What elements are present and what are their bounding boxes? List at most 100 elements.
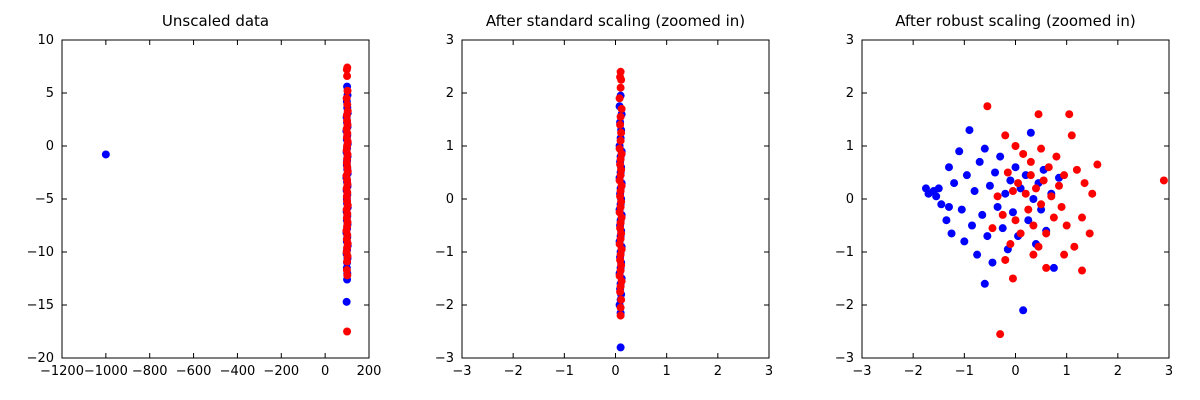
plot-area (862, 40, 1169, 358)
data-point-class-blue (1011, 163, 1020, 172)
data-point-class-red (1014, 179, 1023, 188)
data-point-class-blue (342, 297, 351, 306)
y-tick-label: −20 (27, 351, 54, 366)
data-point-class-blue (970, 187, 979, 196)
data-point-class-red (616, 311, 625, 320)
axes-frame (861, 39, 1170, 359)
data-point-class-red (1021, 189, 1030, 198)
data-point-class-red (1060, 171, 1069, 180)
data-point-class-red (1008, 187, 1017, 196)
axes-frame (461, 39, 770, 359)
x-tick-label: −200 (263, 364, 299, 379)
y-tick-label: 2 (446, 86, 454, 101)
data-point-class-blue (942, 216, 951, 225)
y-tick-label: −15 (27, 298, 54, 313)
x-tick-label: −400 (220, 364, 256, 379)
data-point-class-red (1065, 110, 1074, 119)
data-point-class-blue (1026, 128, 1035, 137)
y-tick-label: −5 (35, 192, 54, 207)
data-point-class-red (996, 330, 1005, 339)
subplot-robust-scaling: After robust scaling (zoomed in) −3 −2 −1 0… (800, 0, 1200, 400)
data-point-class-red (1042, 263, 1051, 272)
data-point-class-blue (993, 202, 1002, 211)
data-point-class-red (342, 65, 351, 74)
x-tick-label: −2 (504, 364, 523, 379)
data-point-class-red (1062, 221, 1071, 230)
data-point-class-blue (975, 157, 984, 166)
data-point-class-red (1019, 149, 1028, 158)
y-tick-label: 3 (446, 33, 454, 48)
y-tick-label: 3 (846, 33, 854, 48)
data-point-class-red (1003, 168, 1012, 177)
data-point-class-red (617, 295, 626, 304)
data-point-class-red (1047, 192, 1056, 201)
y-tick-label: 5 (46, 86, 54, 101)
data-point-class-red (1085, 229, 1094, 238)
data-point-class-red (616, 136, 625, 145)
subplot-standard-scaling: After standard scaling (zoomed in) −3 −2−… (400, 0, 800, 400)
data-point-class-red (343, 257, 352, 266)
data-point-class-red (1011, 142, 1020, 150)
y-tick-label: 10 (37, 33, 54, 48)
data-point-class-red (1026, 157, 1035, 166)
plot-area (62, 40, 369, 358)
plot-title-robust-scaling: After robust scaling (zoomed in) (895, 12, 1136, 30)
y-tick-label: −1 (435, 245, 454, 260)
axes-frame (61, 39, 370, 359)
data-point-class-red (1088, 189, 1097, 198)
data-point-class-blue (937, 200, 946, 209)
data-point-class-blue (983, 232, 992, 241)
x-tick-label: 200 (357, 364, 382, 379)
data-point-class-blue (968, 221, 977, 230)
data-point-class-blue (1029, 195, 1038, 203)
subplot-unscaled: Unscaled data −1200 −1000 −800 −600 −400 −200… (0, 0, 400, 400)
data-point-class-red (617, 104, 626, 113)
data-point-class-blue (950, 179, 959, 188)
data-point-class-blue (978, 210, 987, 219)
unscaled-data-plot: −1200 −1000 −800 −600 −400 −200 0 200 −20 −15 −10 −… (27, 33, 382, 379)
data-point-class-red (1044, 163, 1053, 172)
x-tick-label: −800 (132, 364, 168, 379)
data-point-class-red (1070, 242, 1079, 251)
data-point-class-blue (960, 237, 969, 246)
x-tick-label: −1 (555, 364, 574, 379)
x-tick-label: −600 (176, 364, 212, 379)
data-point-class-red (1037, 144, 1046, 153)
data-point-class-red (1006, 240, 1015, 249)
data-point-class-blue (1001, 189, 1010, 198)
data-point-class-red (343, 271, 352, 280)
data-point-class-red (1016, 229, 1025, 238)
data-point-class-red (343, 100, 352, 109)
data-point-class-blue (996, 152, 1005, 161)
data-point-class-blue (973, 250, 982, 259)
data-point-class-red (1034, 110, 1043, 119)
x-tick-label: 3 (765, 364, 773, 379)
data-point-class-blue (998, 224, 1007, 233)
data-point-class-blue (980, 144, 989, 153)
x-tick-label: 0 (611, 364, 619, 379)
plot-area (462, 40, 769, 358)
data-point-class-blue (934, 184, 943, 193)
x-tick-label: −3 (852, 364, 871, 379)
x-tick-label: −1 (955, 364, 974, 379)
data-point-class-blue (1024, 216, 1033, 225)
x-tick-label: −3 (452, 364, 471, 379)
y-tick-label: −1 (835, 245, 854, 260)
data-point-class-red (616, 112, 625, 121)
data-point-class-red (1054, 181, 1063, 190)
y-tick-label: −3 (435, 351, 454, 366)
data-point-class-blue (944, 202, 953, 211)
data-point-class-red (993, 192, 1002, 201)
data-point-class-red (1008, 274, 1017, 283)
y-tick-label: 1 (846, 139, 854, 154)
data-point-class-red (1060, 250, 1069, 259)
x-tick-label: 0 (321, 364, 329, 379)
data-point-class-red (1001, 131, 1010, 140)
plot-title-unscaled: Unscaled data (161, 12, 270, 30)
x-tick-label: 1 (1063, 364, 1071, 379)
data-point-class-red (1039, 176, 1048, 185)
data-point-class-red (1011, 216, 1020, 225)
data-point-class-red (1078, 213, 1087, 222)
y-tick-label: 2 (846, 86, 854, 101)
data-point-class-blue (962, 171, 971, 180)
